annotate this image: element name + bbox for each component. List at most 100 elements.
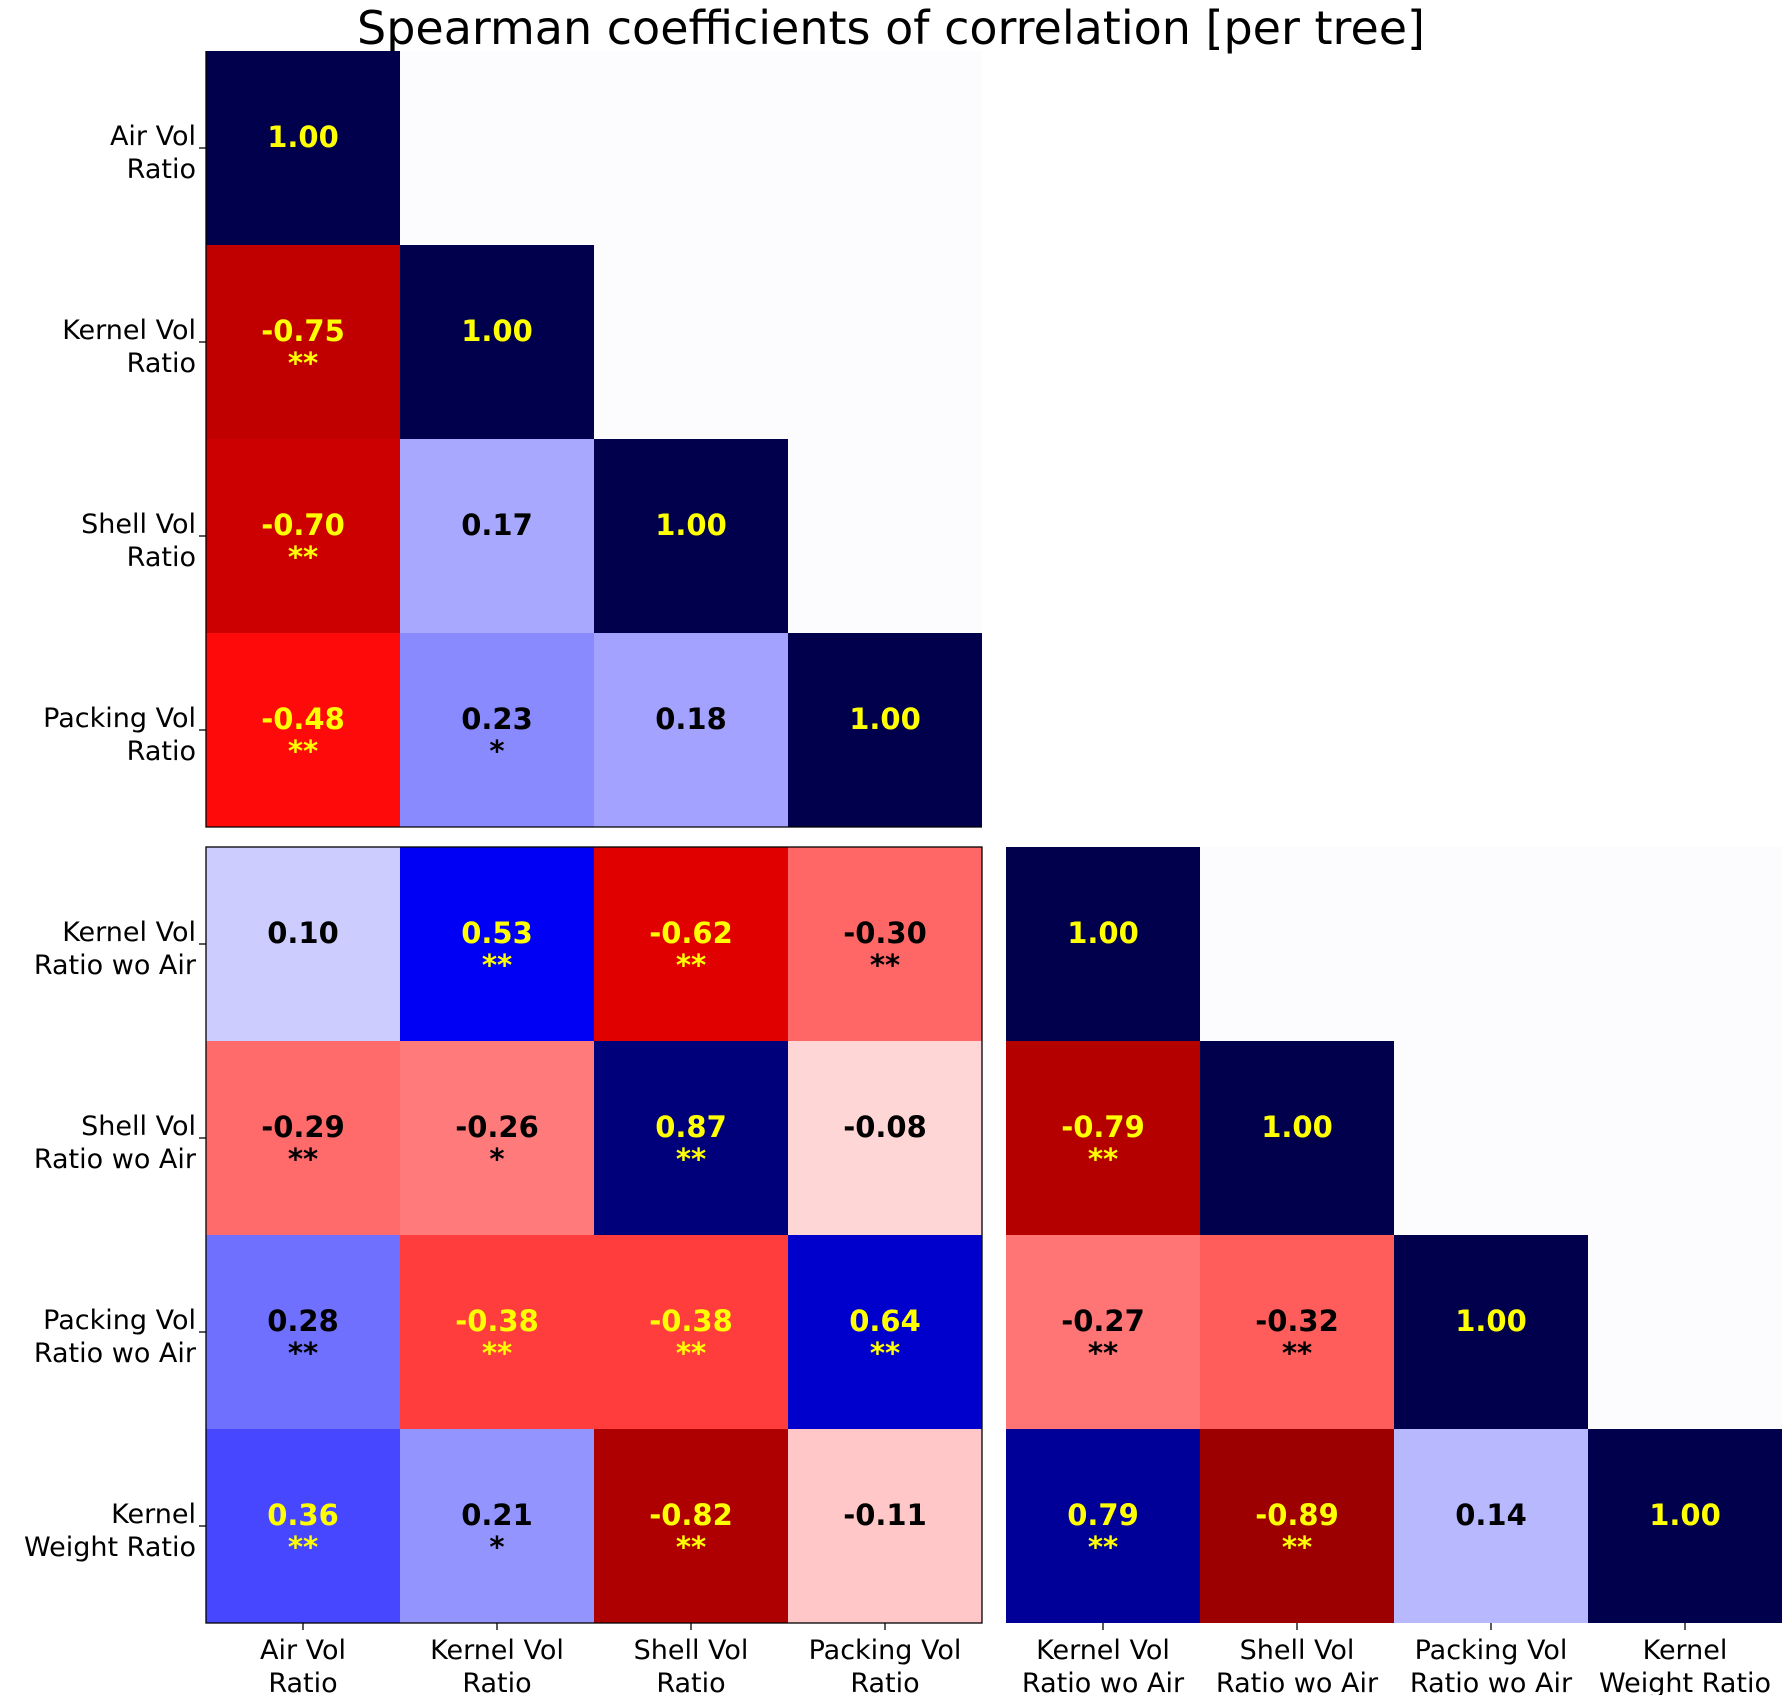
heatmap-cell — [400, 245, 594, 439]
cell-value-label: -0.48 — [261, 702, 345, 736]
heatmap-cell — [400, 439, 594, 633]
cell-value-label: -0.11 — [843, 1498, 927, 1532]
heatmap-cell — [400, 847, 594, 1041]
cell-value-label: 0.14 — [1455, 1498, 1527, 1532]
significance-marker: ** — [1088, 1530, 1118, 1564]
cell-value-label: -0.38 — [455, 1304, 539, 1338]
heatmap-cell — [788, 1429, 982, 1623]
cell-value-label: 1.00 — [461, 314, 533, 348]
cell-value-label: -0.79 — [1061, 1110, 1145, 1144]
significance-marker: ** — [676, 948, 706, 982]
significance-marker: ** — [482, 948, 512, 982]
heatmap-cell — [1588, 1429, 1782, 1623]
chart-title: Spearman coefficients of correlation [pe… — [357, 1, 1425, 55]
y-tick-label: Packing Vol Ratio — [43, 703, 196, 767]
cell-value-label: 0.79 — [1067, 1498, 1139, 1532]
cell-value-label: 0.10 — [267, 916, 339, 950]
panel-frame — [205, 846, 983, 1624]
heatmap-cell — [788, 1235, 982, 1429]
x-tick-label: Kernel Vol Ratio — [430, 1635, 564, 1695]
heatmap-cell — [206, 1041, 400, 1235]
cell-value-label: -0.62 — [649, 916, 733, 950]
cell-value-label: 1.00 — [849, 702, 921, 736]
heatmap-cell — [788, 847, 982, 1041]
cell-value-label: -0.29 — [261, 1110, 345, 1144]
y-tick-label: Kernel Vol Ratio — [62, 315, 196, 379]
cell-value-label: -0.26 — [455, 1110, 539, 1144]
x-tick-label: Air Vol Ratio — [260, 1635, 346, 1695]
heatmap-cell — [400, 1041, 594, 1235]
significance-marker: * — [489, 1530, 504, 1564]
cell-value-label: -0.08 — [843, 1110, 927, 1144]
significance-marker: ** — [1282, 1530, 1312, 1564]
heatmap-cell — [1006, 847, 1200, 1041]
cell-value-label: -0.27 — [1061, 1304, 1145, 1338]
heatmap-cell — [788, 1041, 982, 1235]
significance-marker: ** — [482, 1336, 512, 1370]
heatmap-cell — [594, 1429, 788, 1623]
heatmap-cell — [788, 633, 982, 827]
heatmap-cell — [206, 439, 400, 633]
cell-value-label: 0.21 — [461, 1498, 533, 1532]
x-tick-label: Kernel Vol Ratio wo Air — [1022, 1635, 1185, 1695]
significance-marker: ** — [1088, 1142, 1118, 1176]
cell-value-label: 0.64 — [849, 1304, 921, 1338]
x-tick-label: Packing Vol Ratio wo Air — [1410, 1635, 1573, 1695]
x-tick-label: Shell Vol Ratio — [634, 1635, 749, 1695]
heatmap-cell — [1006, 1041, 1200, 1235]
significance-marker: ** — [676, 1530, 706, 1564]
cell-value-label: 1.00 — [1649, 1498, 1721, 1532]
cell-value-label: 0.36 — [267, 1498, 339, 1532]
cell-value-label: 1.00 — [655, 508, 727, 542]
cell-value-label: 0.17 — [461, 508, 533, 542]
significance-marker: ** — [1282, 1336, 1312, 1370]
significance-marker: ** — [288, 734, 318, 768]
significance-marker: ** — [676, 1336, 706, 1370]
cell-value-label: 0.28 — [267, 1304, 339, 1338]
cell-value-label: -0.89 — [1255, 1498, 1339, 1532]
heatmap-cell — [400, 1429, 594, 1623]
y-tick-label: Kernel Vol Ratio wo Air — [34, 917, 197, 981]
heatmap-cell — [1394, 1429, 1588, 1623]
heatmap-cell — [1006, 1235, 1200, 1429]
x-tick-label: Packing Vol Ratio — [809, 1635, 962, 1695]
heatmap-cell — [400, 633, 594, 827]
cell-value-label: 0.23 — [461, 702, 533, 736]
significance-marker: ** — [676, 1142, 706, 1176]
heatmap-cell — [206, 245, 400, 439]
heatmap-cell — [206, 1429, 400, 1623]
significance-marker: * — [489, 1142, 504, 1176]
cell-value-label: -0.70 — [261, 508, 345, 542]
significance-marker: ** — [1088, 1336, 1118, 1370]
heatmap-cell — [1394, 1235, 1588, 1429]
heatmap-cell — [206, 633, 400, 827]
cell-value-label: 1.00 — [1067, 916, 1139, 950]
significance-marker: ** — [288, 1336, 318, 1370]
heatmap-cell — [1200, 1235, 1394, 1429]
cell-value-label: -0.38 — [649, 1304, 733, 1338]
heatmap-cell — [594, 633, 788, 827]
cell-value-label: -0.32 — [1255, 1304, 1339, 1338]
cell-value-label: 1.00 — [1455, 1304, 1527, 1338]
cell-value-label: 1.00 — [1261, 1110, 1333, 1144]
cell-value-label: 0.18 — [655, 702, 727, 736]
heatmap-cell — [1200, 1429, 1394, 1623]
significance-marker: ** — [288, 1142, 318, 1176]
cell-value-label: 1.00 — [267, 120, 339, 154]
significance-marker: ** — [288, 540, 318, 574]
heatmap-cell — [594, 1235, 788, 1429]
significance-marker: ** — [288, 1530, 318, 1564]
y-tick-label: Shell Vol Ratio — [81, 509, 196, 573]
significance-marker: * — [489, 734, 504, 768]
panel-frame — [205, 51, 982, 828]
cell-value-label: -0.30 — [843, 916, 927, 950]
cell-value-label: 0.87 — [655, 1110, 727, 1144]
heatmap-cell — [594, 847, 788, 1041]
significance-marker: ** — [870, 948, 900, 982]
cell-value-label: -0.82 — [649, 1498, 733, 1532]
panel-bottom-left: 0.10 0.53**-0.62**-0.30**-0.29**-0.26*0.8… — [24, 846, 983, 1695]
y-tick-label: Kernel Weight Ratio — [24, 1499, 196, 1563]
panel-top-left: 1.00-0.75**1.00-0.70**0.17 1.00-0.48**0.2… — [43, 51, 982, 828]
y-tick-label: Packing Vol Ratio wo Air — [34, 1305, 197, 1369]
